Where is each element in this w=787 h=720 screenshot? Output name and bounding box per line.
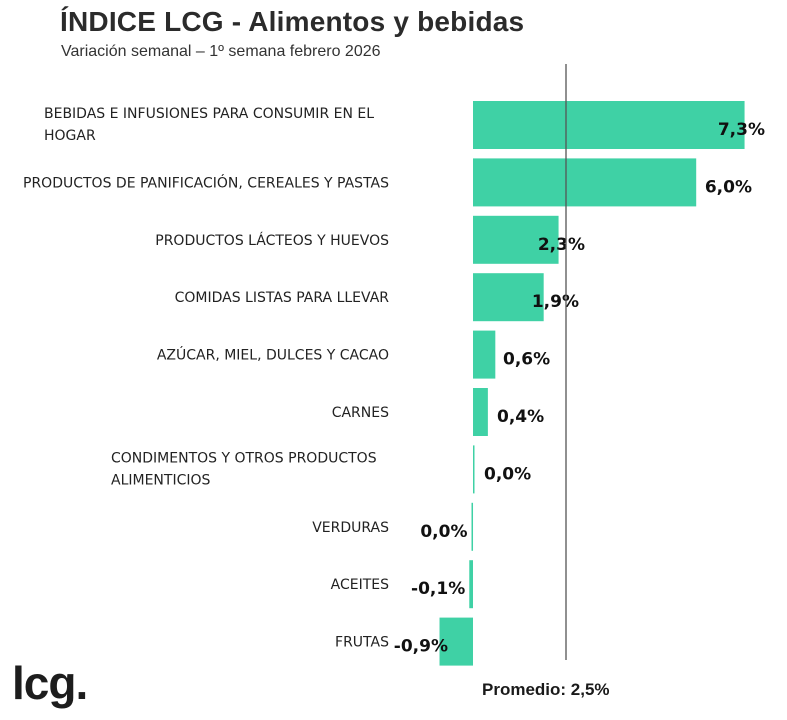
value-label: 0,6% [503, 350, 550, 370]
value-label: 7,3% [718, 120, 765, 140]
lcg-logo: lcg. [12, 657, 88, 709]
category-label: AZÚCAR, MIEL, DULCES Y CACAO [157, 346, 389, 364]
value-label: 2,3% [538, 235, 585, 255]
bar [469, 560, 473, 609]
bar [471, 502, 474, 551]
bar [473, 273, 544, 322]
category-label: VERDURAS [312, 520, 389, 536]
bar [473, 330, 496, 379]
category-label: CARNES [332, 405, 389, 421]
value-label: 0,0% [420, 522, 467, 542]
category-label: PRODUCTOS DE PANIFICACIÓN, CEREALES Y PA… [23, 173, 389, 191]
category-label: CONDIMENTOS Y OTROS PRODUCTOS ALIMENTICIO… [111, 450, 377, 488]
bar [439, 617, 473, 666]
bar [473, 101, 745, 149]
value-label: -0,9% [394, 637, 448, 657]
value-label: 0,4% [497, 407, 544, 427]
value-label: 6,0% [705, 177, 752, 197]
category-label: FRUTAS [335, 635, 389, 651]
category-label: COMIDAS LISTAS PARA LLEVAR [175, 290, 390, 306]
value-label: -0,1% [411, 579, 465, 599]
value-label: 0,0% [484, 464, 531, 484]
average-label: Promedio: 2,5% [482, 680, 610, 699]
category-label: ACEITES [331, 577, 389, 593]
bar [473, 158, 697, 207]
bar [473, 445, 475, 494]
category-label: BEBIDAS E INFUSIONES PARA CONSUMIR EN EL… [44, 106, 374, 144]
bar [473, 388, 488, 436]
value-label: 1,9% [532, 292, 579, 312]
chart-subtitle: Variación semanal – 1º semana febrero 20… [61, 43, 381, 60]
chart-title: ÍNDICE LCG - Alimentos y bebidas [60, 6, 525, 37]
bar [473, 215, 559, 264]
category-label: PRODUCTOS LÁCTEOS Y HUEVOS [155, 232, 389, 249]
